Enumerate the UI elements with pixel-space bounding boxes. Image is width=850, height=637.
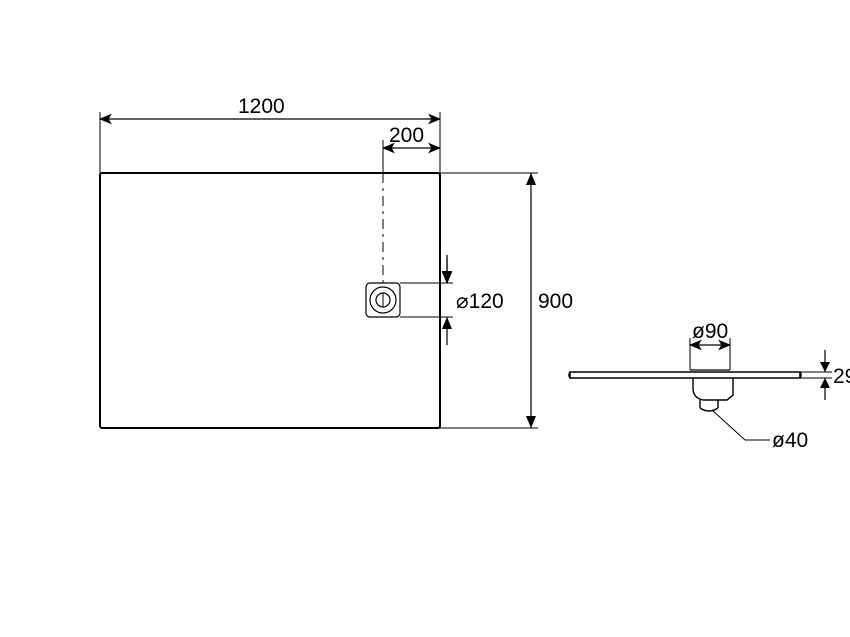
tray-section <box>570 372 800 378</box>
tray-outline <box>100 173 440 428</box>
dim-200: 200 <box>383 124 440 173</box>
dim-120: ⌀120 <box>400 255 504 345</box>
side-view <box>569 370 801 440</box>
drain-plan <box>366 283 400 317</box>
dim-200-label: 200 <box>389 124 424 147</box>
dim-900-label: 900 <box>538 290 573 313</box>
technical-drawing: 1200 200 ⌀120 <box>0 0 850 637</box>
dim-90: ø90 <box>690 320 730 370</box>
drain-section <box>690 370 770 440</box>
dim-29-label: 29 <box>833 365 850 388</box>
side-dimensions: ø90 29 ø40 <box>690 320 850 452</box>
plan-view <box>100 173 440 428</box>
dim-90-label: ø90 <box>692 320 728 343</box>
plan-dimensions: 1200 200 ⌀120 <box>100 95 573 428</box>
dim-120-label: ⌀120 <box>456 290 504 313</box>
dim-29: 29 <box>800 350 850 400</box>
dim-1200-label: 1200 <box>238 95 285 118</box>
dim-40-label: ø40 <box>772 429 808 452</box>
